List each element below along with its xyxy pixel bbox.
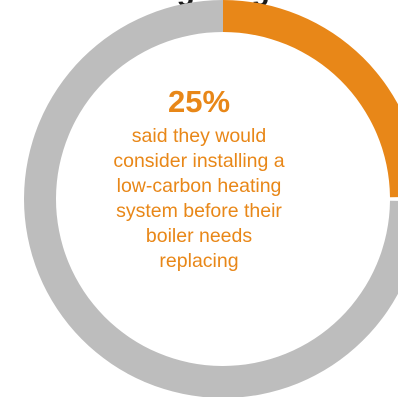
- caption-line: system before their: [116, 200, 282, 222]
- donut-segment-consider: [223, 0, 398, 198]
- caption-line: low-carbon heating: [116, 175, 282, 197]
- center-label: 25% said they would consider installing …: [95, 82, 303, 274]
- caption-line: boiler needs: [145, 225, 253, 247]
- caption-line: replacing: [159, 250, 239, 272]
- percent-value: 25%: [167, 84, 231, 119]
- caption-line: said they would: [131, 125, 267, 147]
- caption-line: consider installing a: [113, 150, 285, 172]
